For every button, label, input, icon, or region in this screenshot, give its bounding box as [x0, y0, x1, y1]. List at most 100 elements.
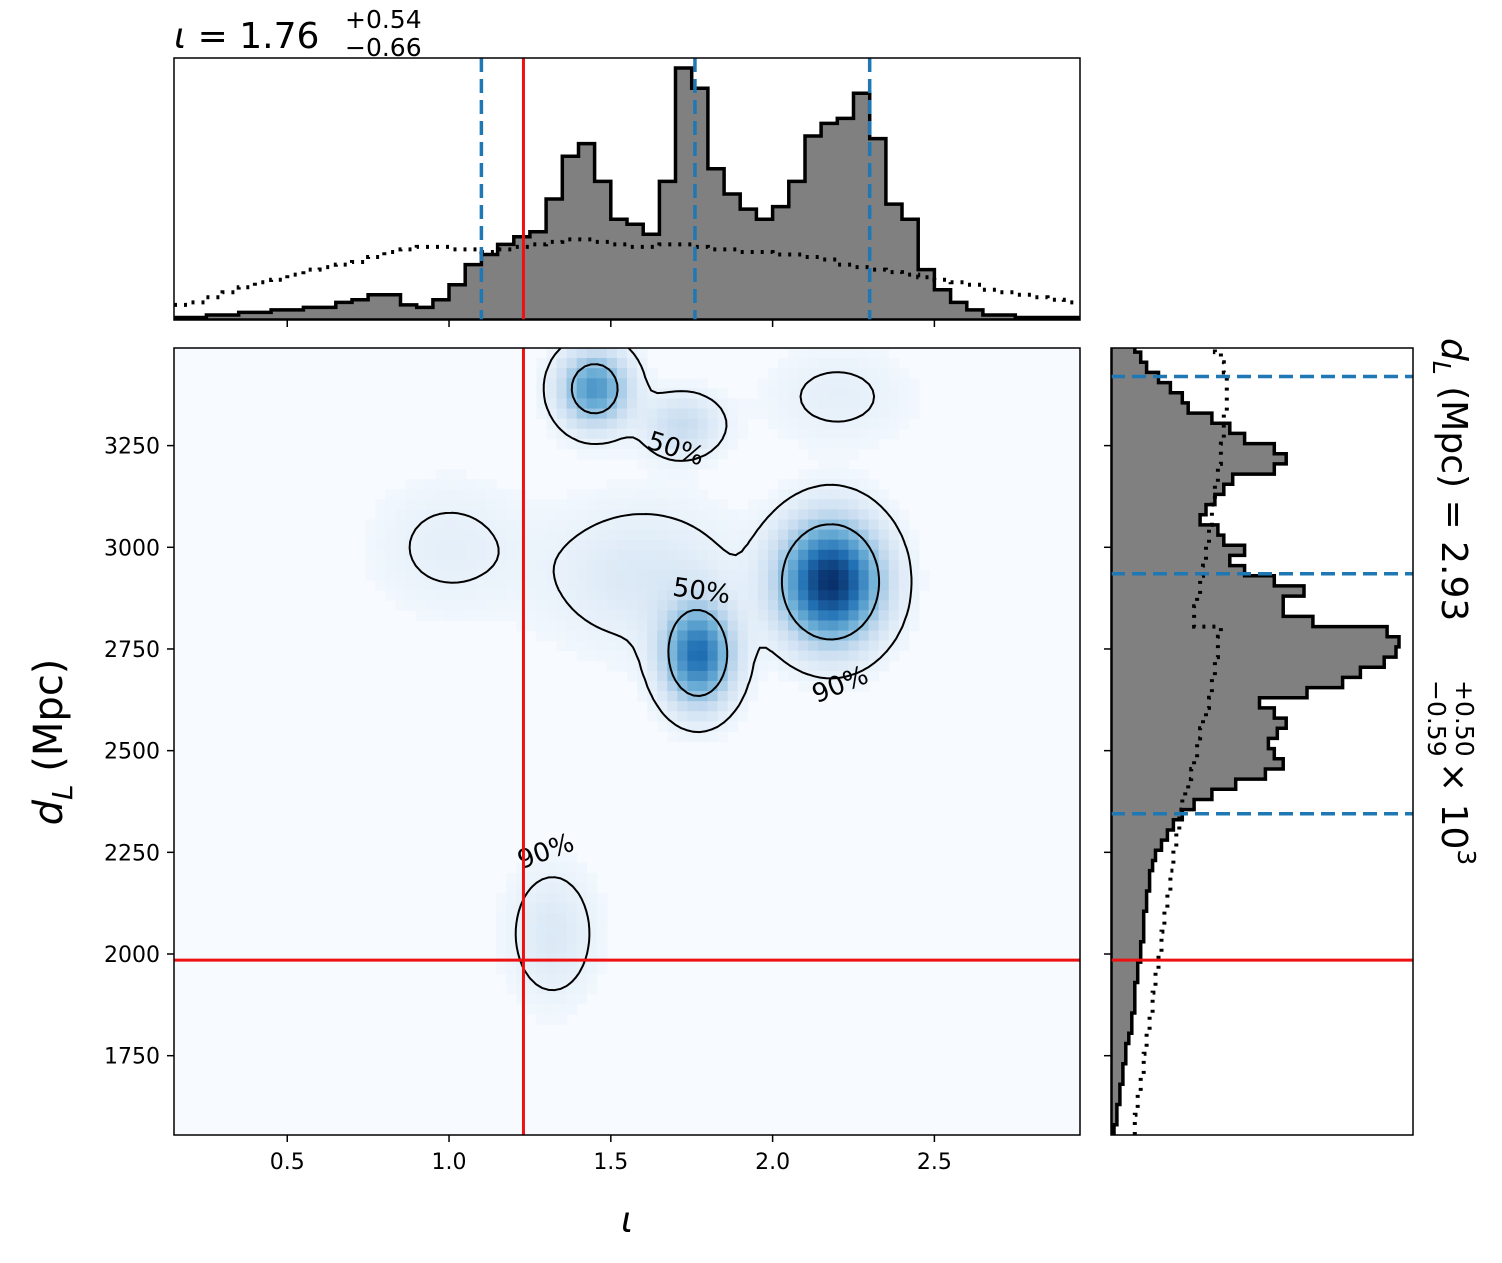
density-cell: [536, 872, 548, 884]
density-cell: [536, 590, 548, 601]
density-cell: [576, 408, 588, 420]
density-cell: [465, 479, 477, 490]
density-cell: [778, 509, 789, 521]
density-cell: [596, 549, 608, 561]
density-cell: [425, 499, 437, 511]
density-cell: [697, 610, 709, 622]
density-cell: [798, 438, 809, 450]
density-cell: [576, 600, 588, 611]
density-cell: [596, 933, 608, 944]
density-cell: [586, 509, 598, 521]
density-cell: [435, 610, 447, 622]
density-cell: [767, 408, 779, 420]
density-cell: [677, 731, 688, 743]
density-cell: [697, 519, 709, 531]
density-cell: [788, 358, 799, 369]
density-cell: [425, 580, 437, 591]
density-cell: [606, 408, 618, 420]
density-cell: [878, 428, 890, 440]
density-cell: [908, 539, 920, 551]
density-cell: [757, 398, 769, 410]
dL-summary-plus: +0.50: [1450, 680, 1479, 757]
density-cell: [828, 428, 839, 440]
density-cell: [657, 529, 668, 541]
density-cell: [918, 580, 930, 591]
density-cell: [616, 660, 628, 672]
density-cell: [415, 479, 427, 490]
density-cell: [798, 610, 809, 622]
iota-summary-symbol: ι: [174, 16, 186, 57]
density-cell: [556, 862, 568, 874]
density-cell: [606, 388, 618, 400]
density-cell: [848, 428, 860, 440]
density-cell: [798, 408, 809, 420]
density-cell: [566, 348, 578, 359]
density-cell: [858, 569, 870, 581]
density-cell: [657, 438, 668, 450]
density-cell: [596, 499, 608, 511]
density-cell: [606, 630, 618, 642]
density-cell: [757, 660, 769, 672]
density-cell: [828, 559, 839, 571]
density-cell: [828, 620, 839, 632]
density-cell: [767, 499, 779, 511]
density-cell: [697, 559, 709, 571]
density-cell: [818, 388, 829, 400]
density-cell: [798, 388, 809, 400]
density-cell: [586, 872, 598, 884]
density-cell: [566, 519, 578, 531]
density-cell: [526, 852, 537, 864]
density-cell: [858, 590, 870, 601]
density-cell: [858, 650, 870, 662]
density-cell: [818, 378, 829, 389]
density-cell: [667, 509, 678, 521]
density-cell: [727, 559, 739, 571]
density-cell: [667, 650, 678, 662]
density-cell: [838, 388, 850, 400]
density-cell: [576, 650, 588, 662]
density-cell: [848, 569, 860, 581]
density-cell: [546, 569, 558, 581]
density-cell: [687, 388, 699, 400]
density-cell: [687, 398, 699, 410]
density-cell: [566, 499, 578, 511]
density-cell: [576, 640, 588, 652]
density-cell: [546, 1013, 558, 1025]
density-cell: [838, 469, 850, 480]
density-cell: [868, 620, 880, 632]
density-cell: [828, 610, 839, 622]
density-cell: [697, 670, 709, 682]
density-cell: [697, 378, 709, 389]
density-cell: [536, 519, 548, 531]
density-cell: [536, 600, 548, 611]
density-cell: [526, 539, 537, 551]
density-cell: [757, 630, 769, 642]
density-cell: [838, 479, 850, 490]
density-cell: [888, 529, 900, 541]
density-cell: [425, 479, 437, 490]
density-cell: [476, 519, 487, 531]
density-cell: [647, 388, 658, 400]
density-cell: [677, 650, 688, 662]
density-cell: [616, 529, 628, 541]
density-cell: [697, 701, 709, 712]
density-cell: [566, 580, 578, 591]
density-cell: [898, 378, 910, 389]
density-cell: [546, 539, 558, 551]
density-cell: [637, 408, 648, 420]
density-cell: [375, 519, 386, 531]
density-cell: [808, 509, 819, 521]
density-cell: [828, 660, 839, 672]
density-cell: [737, 640, 749, 652]
contour-50: [570, 363, 881, 697]
density-cell: [637, 539, 648, 551]
density-cell: [868, 489, 880, 500]
density-cell: [788, 600, 799, 611]
density-cell: [546, 388, 558, 400]
density-cell: [858, 479, 870, 490]
density-cell: [868, 580, 880, 591]
density-cell: [757, 539, 769, 551]
density-cell: [667, 630, 678, 642]
density-cell: [486, 580, 497, 591]
density-cell: [727, 438, 739, 450]
